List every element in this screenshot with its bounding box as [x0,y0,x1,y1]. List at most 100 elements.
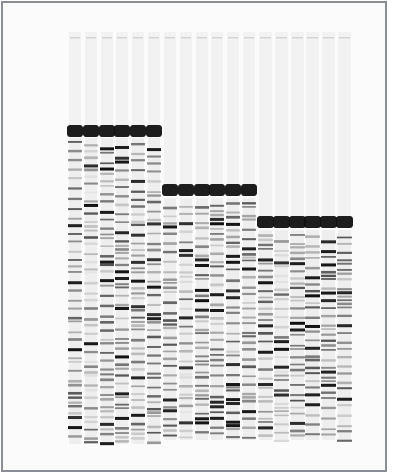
gel-band [179,404,193,408]
gel-band [337,332,352,334]
well-band [146,125,162,137]
gel-band [290,368,305,372]
gel-band [179,271,193,274]
gel-band [337,397,352,401]
gel-band [321,366,336,369]
gel-band [147,376,161,379]
gel-band [100,172,114,175]
gel-band [321,328,336,330]
gel-band [274,389,289,392]
gel-band [195,294,209,298]
gel-band [68,289,82,292]
gel-band [84,175,98,178]
well-band [114,125,130,137]
lane-top-mark [181,37,191,39]
gel-band [258,281,273,285]
gel-band [131,271,145,274]
lane-top-mark [339,37,350,39]
lane-body [306,230,319,440]
gel-band [290,282,305,285]
gel-band [274,281,289,283]
gel-band [131,190,145,193]
gel-band [305,283,320,286]
gel-band [100,200,114,203]
gel-band [321,428,336,431]
gel-band [274,265,289,268]
gel-band [131,385,145,388]
gel-band [290,328,305,332]
gel-band [179,275,193,278]
gel-band [179,325,193,328]
gel-band [84,342,98,346]
gel-band [242,335,256,338]
gel-band [100,428,114,431]
gel-band [163,429,177,432]
gel-band [84,229,98,232]
gel-band [179,410,193,413]
gel-band [195,346,209,350]
gel-band [100,245,114,247]
gel-band [131,324,145,328]
gel-band [100,263,114,267]
gel-band [84,396,98,399]
gel-band [210,416,224,420]
gel-band [321,417,336,420]
well-band [241,184,257,196]
gel-band [305,324,320,328]
gel-band [226,354,240,357]
gel-band [84,191,98,194]
gel-band [84,384,98,387]
lane-top-mark [102,37,112,39]
gel-band [337,302,352,306]
gel-band [242,399,256,403]
gel-band [258,275,273,279]
gel-band [131,287,145,290]
lane-top-mark [228,37,238,39]
gel-band [100,422,114,426]
gel-band [226,420,240,424]
gel-band [210,426,224,429]
gel-band [163,319,177,322]
gel-band [337,236,352,239]
gel-band [210,210,224,213]
gel-band [84,203,98,207]
gel-band [115,160,129,164]
gel-band [163,250,177,254]
gel-band [115,338,129,340]
gel-band [147,263,161,266]
gel-band [147,411,161,415]
gel-band [321,396,336,400]
lane-body [322,230,335,440]
gel-band [290,277,305,280]
gel-band [195,431,209,434]
gel-band [115,251,129,254]
gel-band [115,303,129,307]
gel-band [84,168,98,172]
gel-band [115,396,129,399]
gel-band [84,149,98,153]
gel-band [290,399,305,402]
gel-band [115,382,129,385]
well-band [194,184,210,196]
gel-band [100,270,114,273]
gel-band [179,263,193,266]
gel-band [242,253,256,256]
gel-band [195,315,209,319]
gel-band [115,145,129,149]
gel-band [131,179,145,183]
gel-band [210,265,224,268]
gel-band [131,347,145,350]
gel-band [147,372,161,375]
lane-smear [227,32,239,190]
gel-band [131,205,145,208]
gel-band [115,432,129,434]
gel-band [321,339,336,342]
gel-band [290,243,305,245]
gel-band [163,312,177,315]
gel-band [115,374,129,377]
gel-band [131,242,145,245]
gel-band [290,270,305,273]
gel-band [163,215,177,218]
gel-band [242,286,256,289]
gel-band [242,322,256,325]
